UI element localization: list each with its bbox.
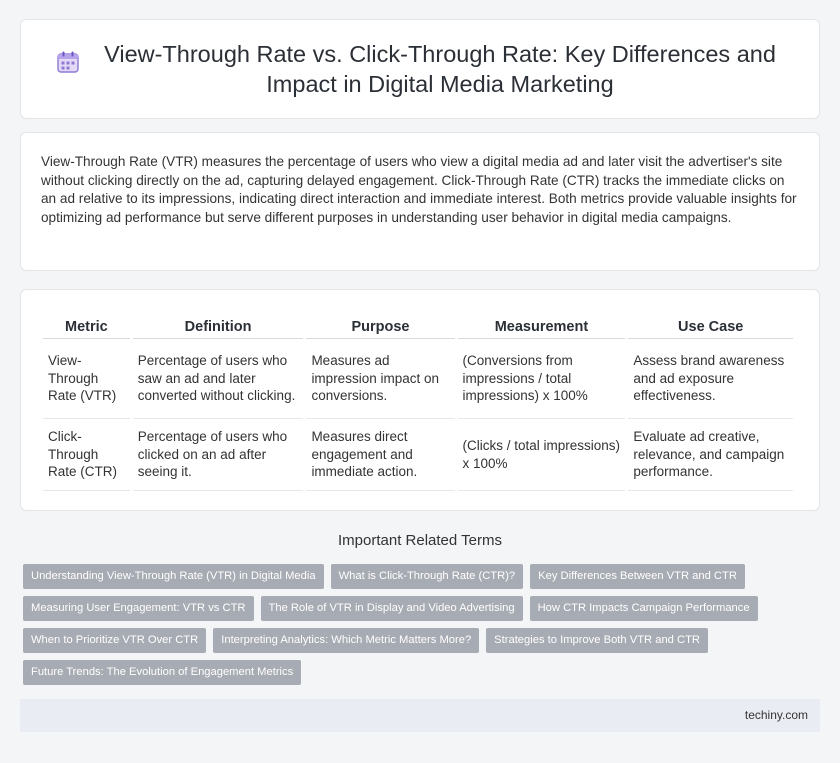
cell-definition: Percentage of users who clicked on an ad… [132,419,304,491]
related-term-tag[interactable]: Measuring User Engagement: VTR vs CTR [23,596,254,621]
related-term-tag[interactable]: The Role of VTR in Display and Video Adv… [260,596,523,621]
cell-use-case: Evaluate ad creative, relevance, and cam… [628,419,793,491]
header-use-case: Use Case [628,314,793,339]
page-title: View-Through Rate vs. Click-Through Rate… [104,41,776,97]
cell-purpose: Measures direct engagement and immediate… [306,419,455,491]
cell-metric: Click-Through Rate (CTR) [43,419,130,491]
cell-definition: Percentage of users who saw an ad and la… [132,339,304,419]
footer: techiny.com [20,699,820,732]
title-wrap: View-Through Rate vs. Click-Through Rate… [40,39,800,99]
cell-metric: View-Through Rate (VTR) [43,339,130,419]
related-term-tag[interactable]: What is Click-Through Rate (CTR)? [330,564,524,589]
cell-measurement: (Conversions from impressions / total im… [457,339,626,419]
header-purpose: Purpose [306,314,455,339]
related-term-tag[interactable]: Future Trends: The Evolution of Engageme… [23,660,302,685]
related-term-tag[interactable]: How CTR Impacts Campaign Performance [529,596,758,621]
cell-use-case: Assess brand awareness and ad exposure e… [628,339,793,419]
cell-purpose: Measures ad impression impact on convers… [306,339,455,419]
related-terms-title: Important Related Terms [338,532,502,549]
header-metric: Metric [43,314,130,339]
related-term-tag[interactable]: When to Prioritize VTR Over CTR [23,628,207,653]
related-terms-list: Understanding View-Through Rate (VTR) in… [23,564,823,692]
header-definition: Definition [132,314,304,339]
calendar-icon [57,51,79,73]
table-row: View-Through Rate (VTR) Percentage of us… [43,339,793,419]
comparison-table: Metric Definition Purpose Measurement Us… [40,314,796,491]
header-measurement: Measurement [457,314,626,339]
header-card: View-Through Rate vs. Click-Through Rate… [20,19,820,119]
related-term-tag[interactable]: Strategies to Improve Both VTR and CTR [486,628,708,653]
intro-card: View-Through Rate (VTR) measures the per… [20,132,820,271]
related-term-tag[interactable]: Understanding View-Through Rate (VTR) in… [23,564,324,589]
cell-measurement: (Clicks / total impressions) x 100% [457,419,626,491]
footer-brand[interactable]: techiny.com [744,708,808,722]
comparison-table-card: Metric Definition Purpose Measurement Us… [20,289,820,511]
related-term-tag[interactable]: Key Differences Between VTR and CTR [530,564,745,589]
table-row: Click-Through Rate (CTR) Percentage of u… [43,419,793,491]
table-header-row: Metric Definition Purpose Measurement Us… [43,314,793,339]
intro-paragraph: View-Through Rate (VTR) measures the per… [41,154,797,225]
related-term-tag[interactable]: Interpreting Analytics: Which Metric Mat… [213,628,480,653]
